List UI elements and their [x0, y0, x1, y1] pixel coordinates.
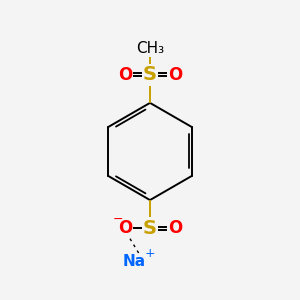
- Text: S: S: [143, 218, 157, 238]
- Text: O: O: [118, 219, 132, 237]
- Text: Na: Na: [122, 254, 146, 269]
- Text: S: S: [143, 65, 157, 84]
- Text: O: O: [118, 66, 132, 84]
- Text: O: O: [168, 219, 182, 237]
- Text: −: −: [112, 213, 123, 226]
- Text: CH₃: CH₃: [136, 41, 164, 56]
- Text: +: +: [145, 247, 155, 260]
- Text: O: O: [168, 66, 182, 84]
